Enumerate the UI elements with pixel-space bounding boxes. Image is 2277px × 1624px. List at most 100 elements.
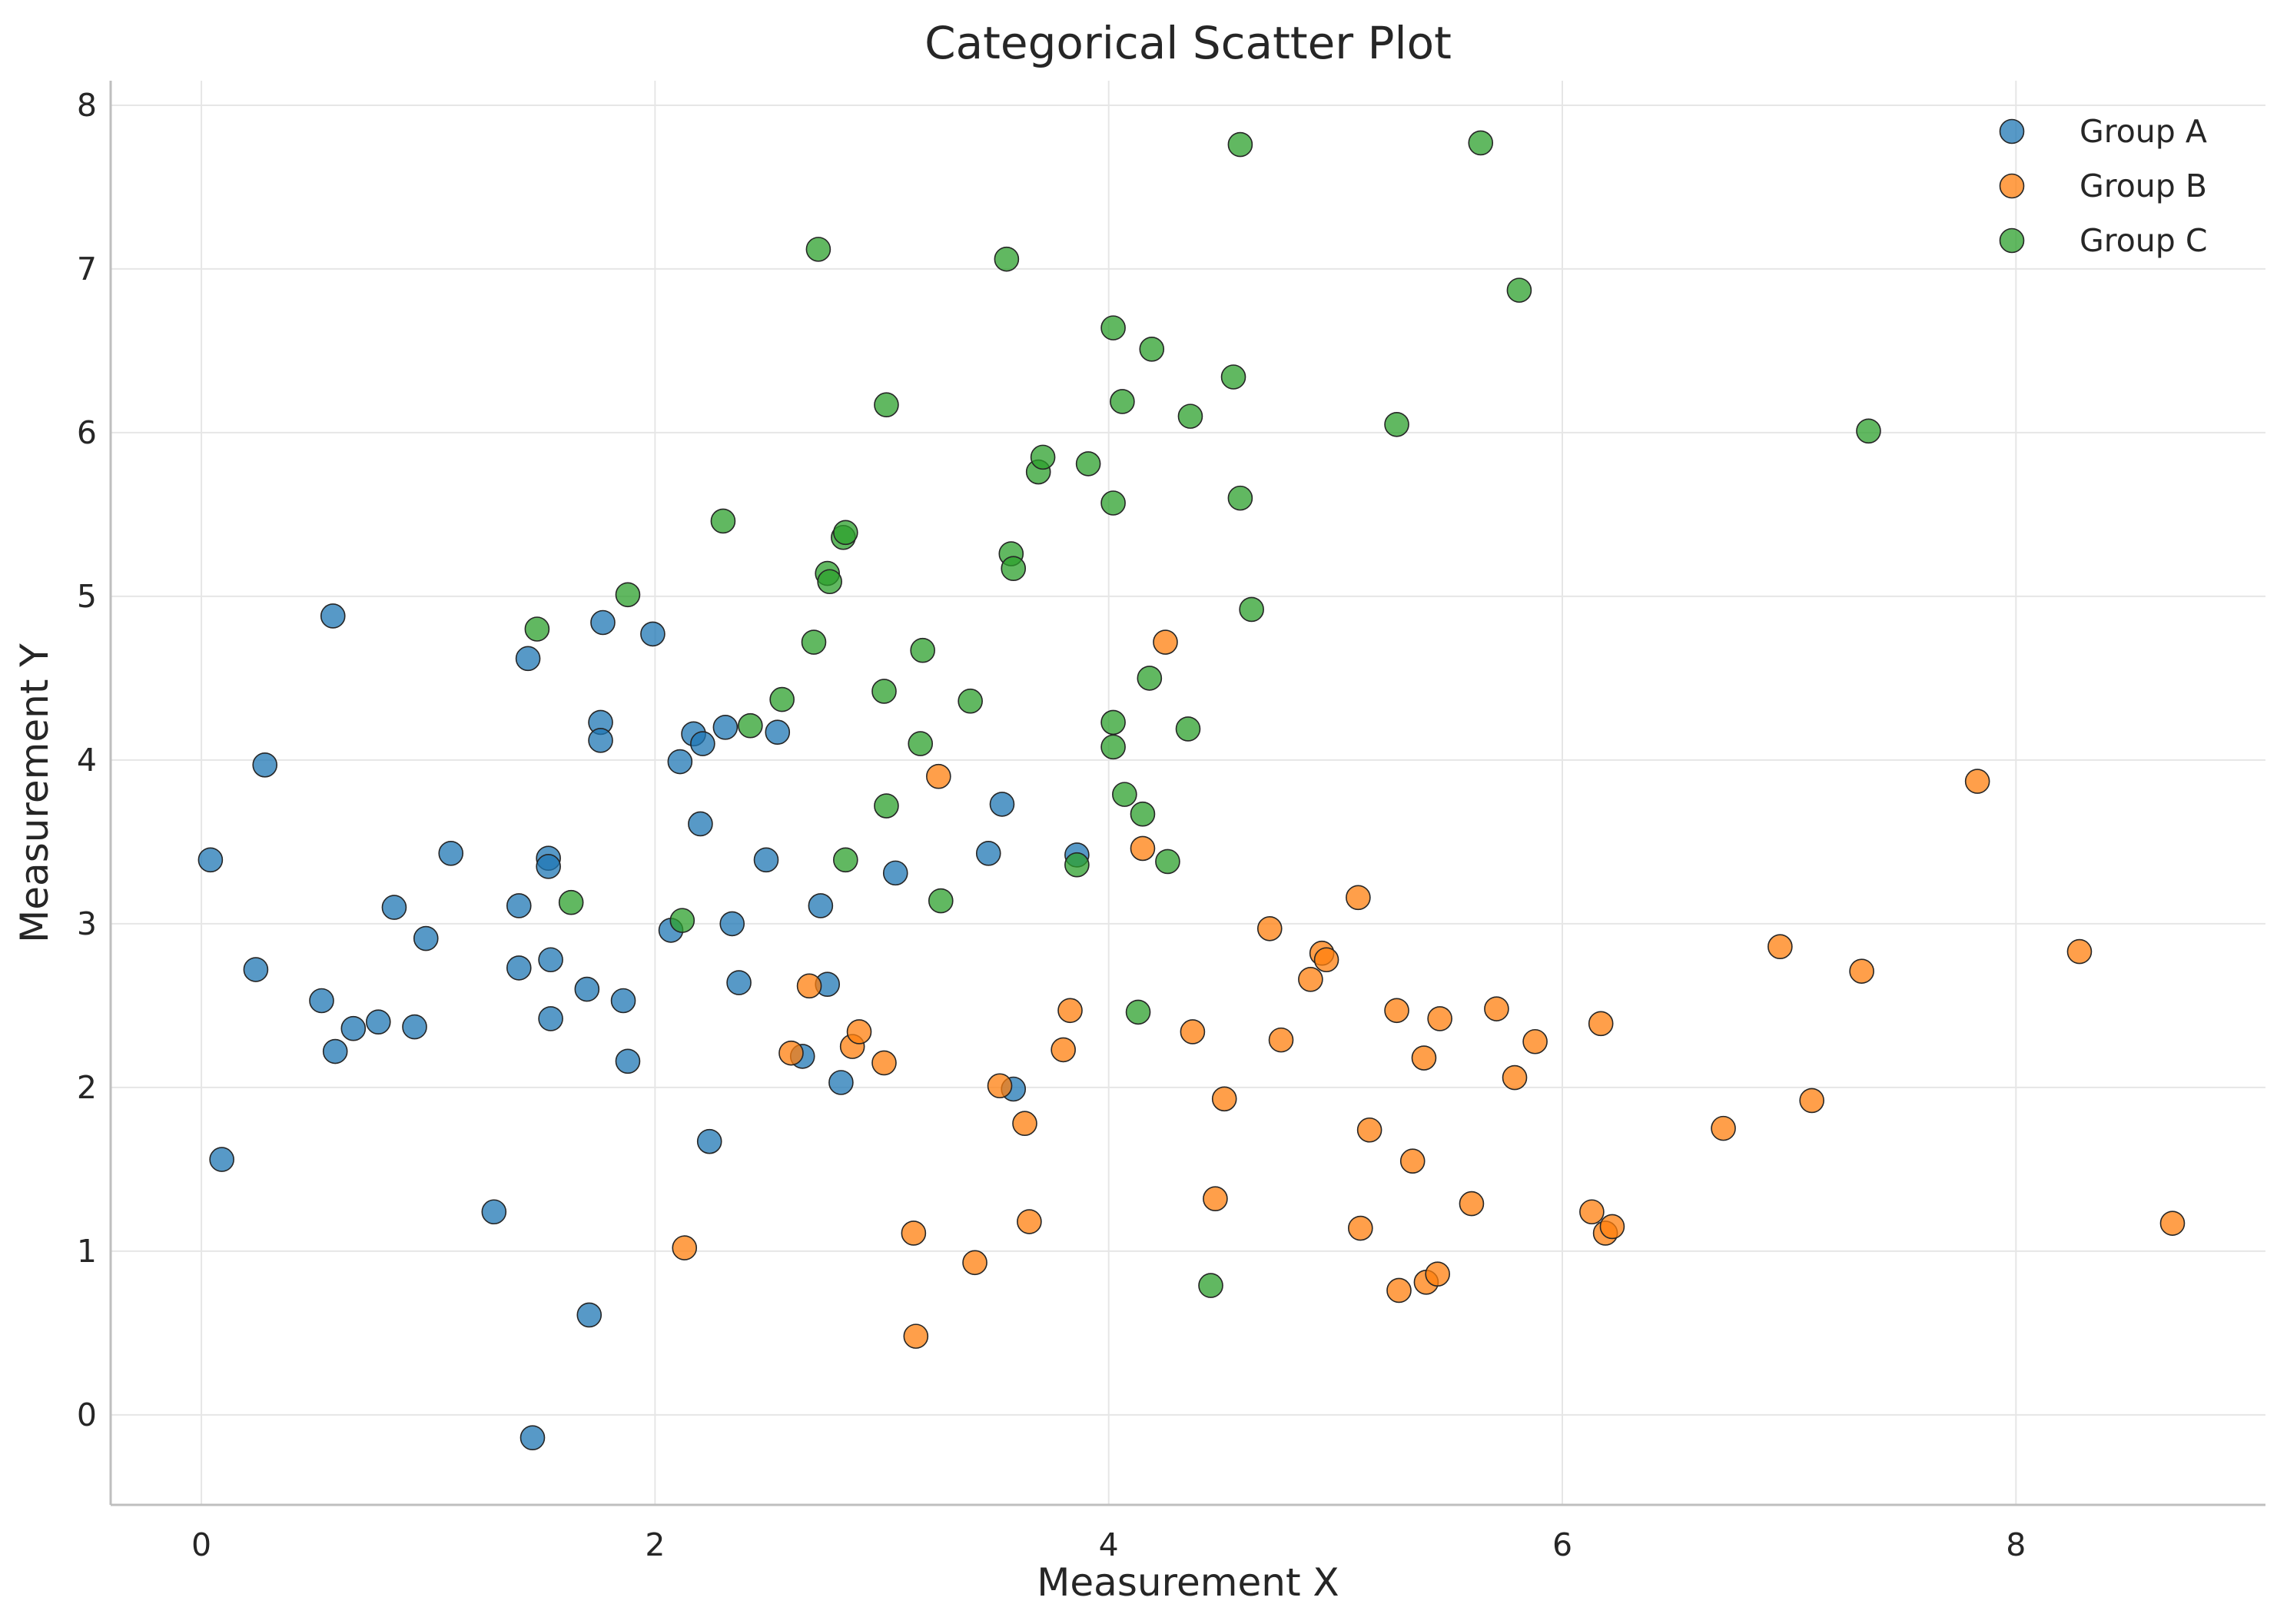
x-tick-label: 0	[191, 1526, 211, 1563]
data-point	[926, 763, 951, 789]
data-point	[574, 976, 600, 1002]
data-point	[588, 728, 613, 753]
data-point	[753, 847, 779, 873]
data-point	[2066, 938, 2093, 965]
data-point	[1051, 1037, 1076, 1063]
data-point	[536, 854, 561, 879]
data-point	[1112, 782, 1137, 807]
data-point	[1256, 915, 1283, 942]
data-point	[1711, 1115, 1736, 1141]
data-point	[1411, 1045, 1437, 1071]
data-point	[1100, 490, 1126, 516]
x-tick-label: 4	[1099, 1526, 1119, 1563]
data-point	[778, 1040, 804, 1066]
data-point	[1137, 666, 1163, 691]
data-point	[1100, 315, 1126, 340]
y-axis-label: Measurement Y	[12, 643, 57, 943]
y-tick-label: 0	[77, 1397, 97, 1433]
data-point	[1175, 716, 1201, 742]
y-tick-labels: 0 1 2 3 4 5 6 7 8	[77, 87, 97, 1433]
chart-title: Categorical Scatter Plot	[924, 17, 1452, 69]
data-point	[243, 957, 269, 982]
legend-entry-label: Group A	[2080, 113, 2207, 150]
data-point	[672, 1235, 698, 1260]
data-point	[688, 811, 713, 837]
data-point	[726, 970, 752, 995]
data-point	[197, 847, 224, 873]
data-point	[846, 1019, 872, 1044]
series-group-c	[524, 130, 1881, 1298]
data-point	[2159, 1211, 2186, 1236]
data-point	[1211, 1086, 1237, 1112]
y-tick-label: 2	[77, 1069, 97, 1106]
data-point	[975, 841, 1001, 866]
legend-marker	[1999, 118, 2025, 144]
x-axis-label: Measurement X	[1037, 1560, 1339, 1605]
data-point	[719, 911, 745, 937]
data-point	[874, 793, 899, 819]
axes-spines	[109, 81, 2265, 1506]
data-point	[874, 392, 899, 418]
data-point	[989, 792, 1015, 817]
series-group-b	[672, 629, 2186, 1349]
data-point	[1075, 451, 1101, 477]
data-point	[506, 893, 532, 918]
y-tick-label: 7	[77, 251, 97, 287]
data-point	[817, 569, 842, 595]
data-point	[1153, 629, 1178, 655]
data-point	[1767, 934, 1793, 960]
data-point	[796, 973, 822, 999]
y-tick-label: 6	[77, 414, 97, 451]
data-point	[381, 895, 407, 920]
data-point	[365, 1009, 391, 1035]
data-point	[871, 1050, 897, 1076]
data-point	[669, 908, 695, 933]
series-group-a	[197, 603, 1090, 1450]
data-point	[615, 1048, 641, 1074]
data-point	[558, 889, 584, 915]
data-point	[690, 731, 715, 756]
data-point	[962, 1250, 987, 1276]
data-point	[1100, 709, 1126, 736]
legend: Group A Group B Group C	[1999, 113, 2207, 259]
data-point	[1130, 801, 1156, 827]
data-point	[801, 629, 827, 655]
data-point	[994, 246, 1020, 272]
data-point	[958, 688, 983, 714]
y-tick-label: 5	[77, 578, 97, 615]
data-point	[908, 731, 934, 756]
data-point	[209, 1147, 234, 1172]
data-point	[765, 719, 791, 745]
data-point	[1180, 1019, 1206, 1044]
data-point	[1856, 418, 1881, 444]
data-point	[1239, 596, 1264, 623]
legend-marker	[1999, 173, 2025, 199]
data-point	[1356, 1117, 1382, 1143]
data-point	[1502, 1064, 1528, 1091]
data-point	[506, 955, 532, 981]
data-point	[1522, 1028, 1548, 1054]
data-point	[538, 947, 563, 973]
data-point	[1425, 1261, 1450, 1287]
data-point	[524, 616, 550, 642]
data-point	[590, 609, 616, 636]
legend-entry-label: Group C	[2080, 222, 2207, 259]
data-point	[1399, 1148, 1426, 1174]
data-point	[538, 1006, 563, 1031]
data-point	[1130, 835, 1156, 862]
data-point	[1139, 337, 1165, 362]
data-point	[309, 988, 334, 1014]
data-point	[828, 1070, 854, 1095]
y-tick-label: 4	[77, 742, 97, 779]
data-point	[1203, 1186, 1228, 1212]
data-point	[1579, 1199, 1605, 1225]
legend-entry-label: Group B	[2080, 168, 2207, 204]
data-point	[576, 1302, 602, 1328]
y-tick-label: 1	[77, 1233, 97, 1270]
data-point	[1459, 1191, 1485, 1217]
data-point	[882, 860, 908, 886]
y-tick-label: 8	[77, 87, 97, 124]
data-point	[615, 582, 641, 608]
data-point	[1799, 1088, 1824, 1114]
data-point	[808, 893, 834, 918]
